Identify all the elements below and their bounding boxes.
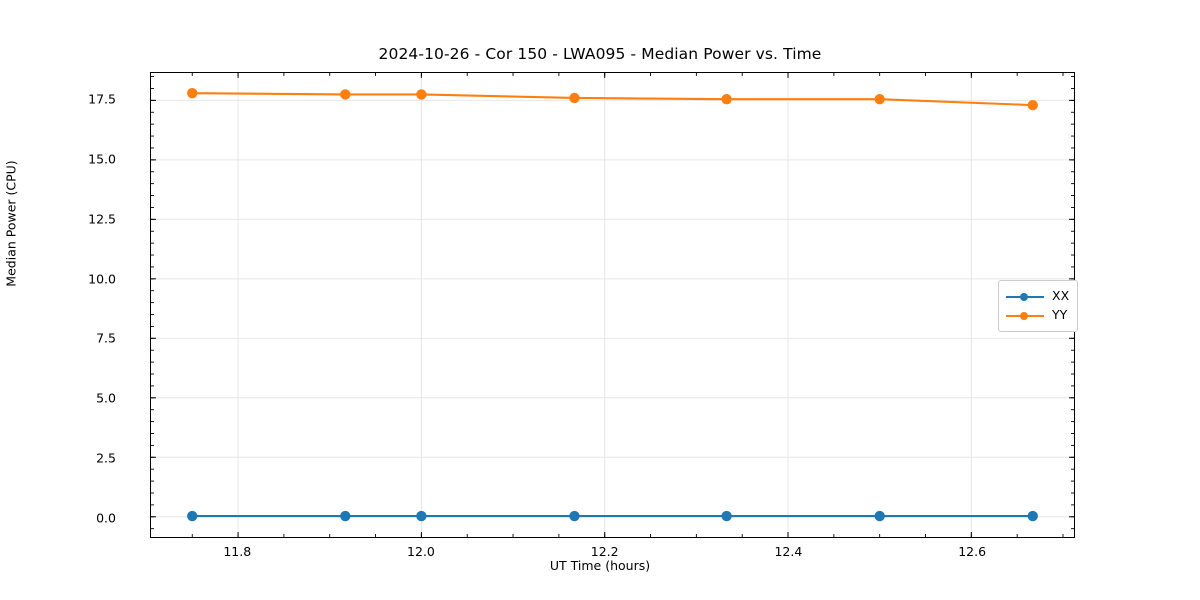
data-point-xx-0	[187, 510, 198, 522]
legend[interactable]: XX YY	[998, 280, 1079, 332]
legend-label: XX	[1052, 288, 1070, 304]
data-point-yy-0	[187, 88, 198, 99]
y-tick-label: 2.5	[96, 450, 116, 466]
y-axis-label: Median Power (CPU)	[3, 160, 19, 287]
legend-label: YY	[1052, 307, 1068, 323]
y-tick-label: 12.5	[88, 211, 116, 227]
legend-item-yy[interactable]: YY	[1006, 306, 1069, 325]
data-point-xx-5	[874, 510, 885, 522]
data-point-yy-1	[340, 89, 351, 100]
data-point-yy-2	[416, 89, 427, 100]
legend-swatch-xx	[1006, 290, 1044, 304]
plot-area	[150, 72, 1075, 538]
data-point-yy-6	[1027, 99, 1038, 111]
legend-swatch-yy	[1006, 309, 1044, 323]
y-tick-label: 17.5	[88, 91, 116, 107]
data-point-yy-4	[721, 93, 732, 105]
x-tick-label: 12.0	[407, 544, 435, 559]
data-point-xx-2	[416, 510, 427, 522]
legend-marker-icon	[1020, 292, 1028, 301]
data-point-yy-3	[569, 92, 580, 104]
series-line-yy	[191, 92, 1034, 107]
x-axis-label: UT Time (hours)	[549, 558, 651, 573]
series-layer	[187, 88, 1038, 522]
data-point-xx-3	[569, 510, 580, 522]
x-tick-label: 11.8	[223, 544, 252, 559]
y-tick-label: 10.0	[88, 271, 116, 287]
page-title: 2024-10-26 - Cor 150 - LWA095 - Median P…	[378, 45, 822, 63]
y-tick-label: 0.0	[96, 510, 116, 526]
x-tick-label: 12.6	[958, 544, 987, 559]
y-tick-label: 5.0	[96, 390, 116, 406]
data-point-xx-4	[721, 510, 732, 522]
legend-item-xx[interactable]: XX	[1006, 287, 1069, 306]
y-tick-label: 15.0	[88, 151, 116, 167]
data-point-xx-6	[1027, 510, 1038, 522]
data-point-yy-5	[874, 93, 885, 105]
grid-layer	[151, 73, 1074, 537]
x-tick-label: 12.4	[774, 544, 803, 559]
legend-marker-icon	[1020, 311, 1028, 320]
x-tick-label: 12.2	[590, 544, 619, 559]
y-tick-label: 7.5	[96, 330, 116, 346]
data-point-xx-1	[340, 510, 351, 522]
